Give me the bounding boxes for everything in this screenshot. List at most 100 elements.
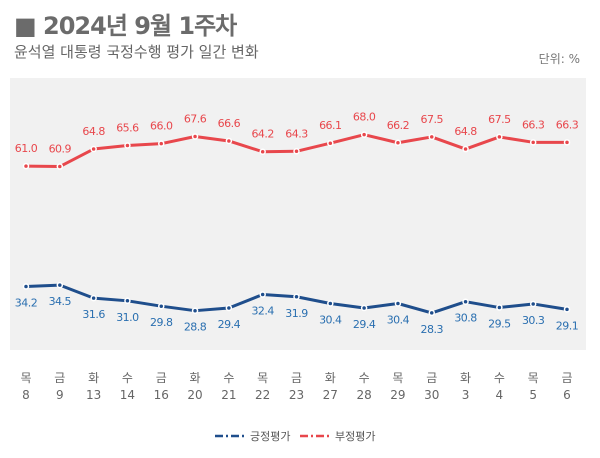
x-tick-date: 5 [529, 388, 537, 402]
data-label: 32.4 [251, 305, 274, 318]
data-point [293, 293, 300, 301]
x-tick-date: 6 [563, 388, 571, 402]
data-label: 64.3 [285, 127, 308, 140]
data-point [22, 283, 30, 290]
data-label: 67.6 [184, 112, 207, 125]
data-point [496, 304, 503, 311]
data-label: 64.8 [82, 125, 105, 138]
data-point [327, 139, 334, 147]
x-tick-date: 27 [323, 388, 338, 402]
data-label: 28.3 [421, 323, 444, 336]
data-label: 29.8 [150, 316, 173, 329]
x-tick-date: 16 [154, 388, 169, 402]
x-tick-day: 목 [257, 371, 268, 385]
data-label: 34.5 [49, 295, 72, 308]
x-tick-date: 21 [221, 388, 236, 402]
data-point [496, 133, 503, 141]
data-label: 66.1 [319, 119, 342, 132]
x-tick-date: 4 [496, 388, 504, 402]
page-title: ■ 2024년 9월 1주차 [14, 12, 237, 40]
x-tick-day: 수 [223, 371, 234, 385]
data-label: 68.0 [353, 111, 376, 124]
data-label: 60.9 [49, 143, 72, 156]
x-tick-day: 화 [88, 371, 99, 385]
data-point [360, 131, 368, 138]
x-tick-date: 3 [462, 388, 470, 402]
data-point [428, 309, 435, 317]
data-point [124, 297, 131, 305]
x-tick-date: 14 [120, 388, 135, 402]
data-point [293, 148, 300, 155]
x-tick-day: 금 [561, 371, 572, 385]
data-label: 29.4 [218, 318, 241, 331]
data-point [428, 133, 435, 141]
x-tick-day: 화 [460, 371, 471, 385]
x-tick-day: 화 [325, 371, 336, 385]
x-tick-day: 목 [20, 371, 31, 385]
data-label: 67.5 [421, 113, 444, 126]
data-point [191, 307, 199, 314]
data-label: 29.1 [556, 319, 579, 332]
x-tick-day: 목 [392, 371, 403, 385]
data-label: 64.2 [251, 128, 274, 141]
data-label: 31.0 [116, 311, 139, 324]
x-tick-day: 수 [494, 371, 505, 385]
data-point [90, 145, 97, 153]
data-label: 31.6 [82, 308, 105, 321]
data-label: 30.3 [522, 314, 545, 327]
x-tick-date: 28 [356, 388, 371, 402]
x-tick-day: 수 [359, 371, 370, 385]
data-point [90, 294, 97, 302]
x-tick-day: 금 [291, 371, 302, 385]
data-label: 65.6 [116, 121, 139, 134]
data-point [259, 291, 266, 298]
x-tick-day: 금 [156, 371, 167, 385]
chart-subtitle: 윤석열 대통령 국정수행 평가 일간 변화 [14, 43, 259, 61]
data-point [124, 142, 131, 149]
data-point [56, 163, 64, 170]
x-tick-day: 금 [426, 371, 437, 385]
legend-label: 부정평가 [335, 430, 375, 443]
data-label: 28.8 [184, 321, 207, 334]
data-point [259, 148, 266, 155]
legend-label: 긍정평가 [250, 430, 290, 443]
data-label: 64.8 [454, 125, 477, 138]
x-tick-date: 23 [289, 388, 304, 402]
x-tick-date: 20 [187, 388, 202, 402]
data-point [360, 304, 368, 312]
data-point [191, 133, 199, 140]
data-label: 66.3 [556, 118, 579, 131]
x-tick-day: 화 [190, 371, 201, 385]
data-point [462, 145, 469, 153]
data-point [56, 281, 64, 289]
data-label: 66.2 [387, 119, 410, 132]
data-label: 66.3 [522, 118, 545, 131]
data-label: 31.9 [285, 307, 308, 320]
data-label: 61.0 [15, 142, 38, 155]
data-label: 66.6 [218, 117, 241, 130]
x-tick-date: 22 [255, 388, 270, 402]
data-point [158, 140, 165, 147]
x-tick-date: 9 [56, 388, 64, 402]
data-label: 30.4 [387, 314, 410, 327]
data-point [327, 300, 334, 307]
data-point [563, 139, 571, 146]
data-label: 29.4 [353, 318, 376, 331]
data-point [158, 302, 165, 310]
x-tick-date: 30 [424, 388, 439, 402]
data-point [462, 298, 469, 305]
data-label: 34.2 [15, 296, 38, 309]
x-tick-date: 8 [22, 388, 30, 402]
x-tick-date: 13 [86, 388, 101, 402]
data-label: 30.4 [319, 314, 342, 327]
data-point [394, 139, 402, 147]
x-tick-day: 목 [528, 371, 539, 385]
data-point [394, 300, 402, 307]
unit-label: 단위: % [538, 52, 580, 66]
data-point [225, 137, 233, 145]
data-point [225, 304, 233, 312]
data-point [22, 162, 30, 170]
data-label: 66.0 [150, 120, 173, 133]
data-label: 29.5 [488, 318, 511, 331]
